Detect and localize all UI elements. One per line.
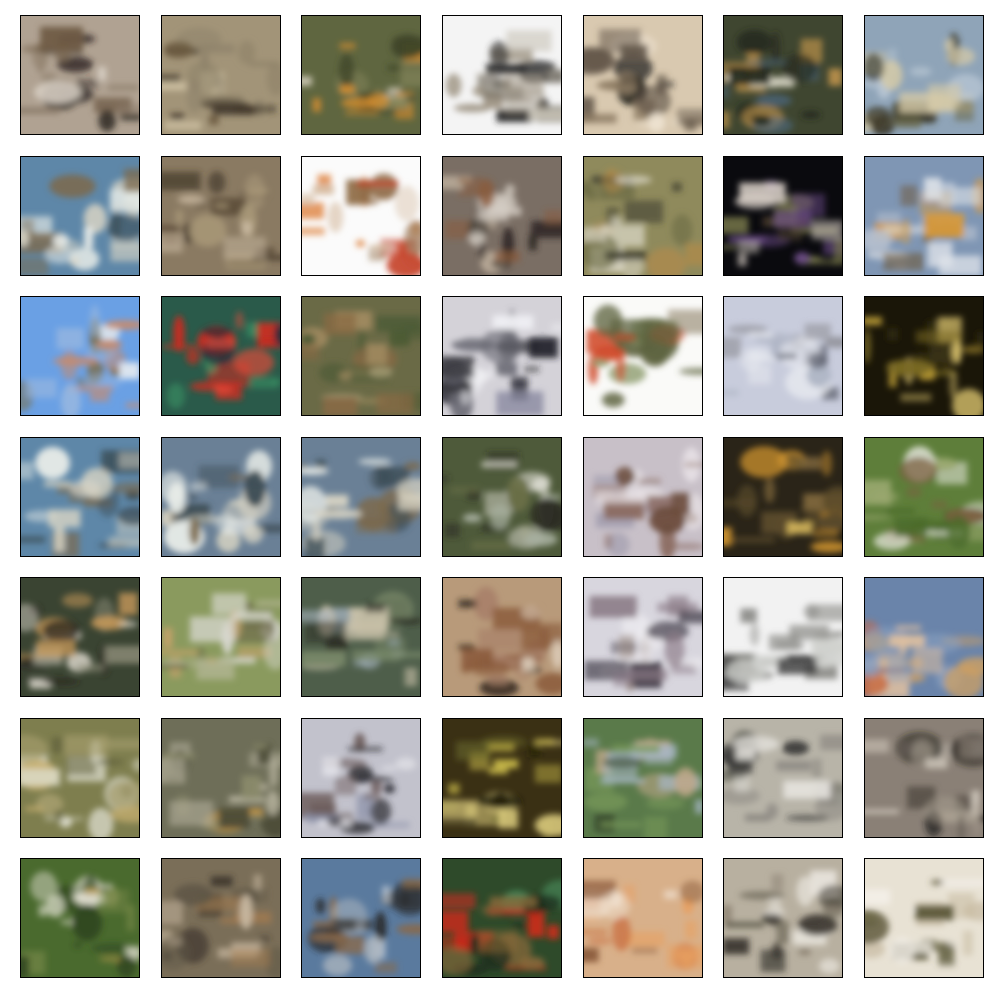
generated-sample-image xyxy=(20,437,140,557)
generated-sample-image xyxy=(723,15,843,135)
generated-sample-image xyxy=(723,718,843,838)
generated-sample-image xyxy=(864,577,984,697)
generated-sample-image xyxy=(583,296,703,416)
generated-sample-image xyxy=(442,156,562,276)
generated-sample-image xyxy=(161,718,281,838)
generated-sample-image xyxy=(864,718,984,838)
generated-sample-image xyxy=(442,296,562,416)
generated-sample-image xyxy=(20,577,140,697)
generated-sample-image xyxy=(864,15,984,135)
generated-sample-image xyxy=(723,437,843,557)
generated-sample-image xyxy=(864,296,984,416)
generated-sample-image xyxy=(20,296,140,416)
generated-sample-image xyxy=(723,156,843,276)
generated-sample-image xyxy=(161,437,281,557)
generated-sample-image xyxy=(583,15,703,135)
generated-sample-image xyxy=(583,437,703,557)
generated-sample-image xyxy=(20,718,140,838)
generated-sample-image xyxy=(583,156,703,276)
generated-sample-image xyxy=(442,577,562,697)
generated-sample-image xyxy=(301,156,421,276)
generated-sample-image xyxy=(864,156,984,276)
generated-sample-image xyxy=(161,858,281,978)
generated-sample-image xyxy=(442,437,562,557)
generated-sample-image xyxy=(723,858,843,978)
generated-sample-image xyxy=(723,296,843,416)
generated-sample-image xyxy=(583,858,703,978)
generated-sample-image xyxy=(442,15,562,135)
generated-sample-image xyxy=(442,718,562,838)
generated-sample-image xyxy=(301,296,421,416)
generated-sample-image xyxy=(864,437,984,557)
generated-sample-image xyxy=(161,296,281,416)
generated-sample-image xyxy=(583,577,703,697)
generated-sample-image xyxy=(20,858,140,978)
generated-sample-image xyxy=(864,858,984,978)
generated-sample-image xyxy=(20,15,140,135)
generated-sample-image xyxy=(723,577,843,697)
generated-sample-image xyxy=(301,577,421,697)
generated-sample-image xyxy=(301,437,421,557)
generated-sample-image xyxy=(301,718,421,838)
generated-sample-image xyxy=(583,718,703,838)
generated-sample-image xyxy=(20,156,140,276)
generated-sample-image xyxy=(301,858,421,978)
generated-sample-image xyxy=(161,577,281,697)
generated-sample-image xyxy=(442,858,562,978)
generated-sample-image xyxy=(161,156,281,276)
generated-sample-image xyxy=(161,15,281,135)
generated-sample-image xyxy=(301,15,421,135)
